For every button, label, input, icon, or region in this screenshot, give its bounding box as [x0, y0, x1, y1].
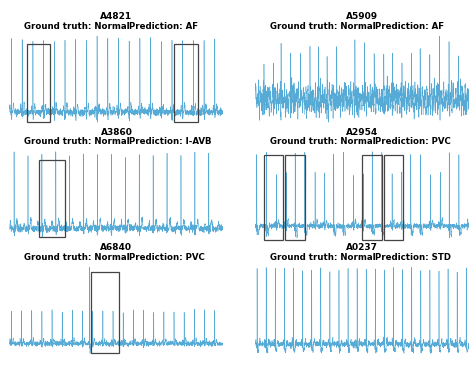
- Bar: [362, 155, 382, 240]
- Text: Ground truth: Normal: Ground truth: Normal: [25, 137, 130, 146]
- Bar: [384, 155, 403, 240]
- Text: Prediction: STD: Prediction: STD: [375, 253, 451, 262]
- Bar: [285, 155, 305, 240]
- Text: Ground truth: Normal: Ground truth: Normal: [25, 253, 130, 262]
- Bar: [39, 160, 65, 237]
- Bar: [91, 272, 118, 353]
- Text: Prediction: PVC: Prediction: PVC: [375, 137, 451, 146]
- Text: Prediction: AF: Prediction: AF: [129, 22, 198, 31]
- Text: Ground truth: Normal: Ground truth: Normal: [270, 22, 376, 31]
- Text: Ground truth: Normal: Ground truth: Normal: [270, 137, 376, 146]
- Text: A2954: A2954: [346, 128, 378, 137]
- Text: Prediction: PVC: Prediction: PVC: [129, 253, 205, 262]
- Bar: [174, 44, 198, 122]
- Text: Ground truth: Normal: Ground truth: Normal: [25, 22, 130, 31]
- Bar: [27, 44, 50, 122]
- Bar: [264, 155, 283, 240]
- Text: A3860: A3860: [100, 128, 132, 137]
- Text: Prediction: I-AVB: Prediction: I-AVB: [129, 137, 212, 146]
- Text: Prediction: AF: Prediction: AF: [375, 22, 444, 31]
- Text: A6840: A6840: [100, 243, 132, 252]
- Text: Ground truth: Normal: Ground truth: Normal: [270, 253, 376, 262]
- Text: A0237: A0237: [346, 243, 378, 252]
- Text: A5909: A5909: [346, 12, 378, 21]
- Text: A4821: A4821: [100, 12, 132, 21]
